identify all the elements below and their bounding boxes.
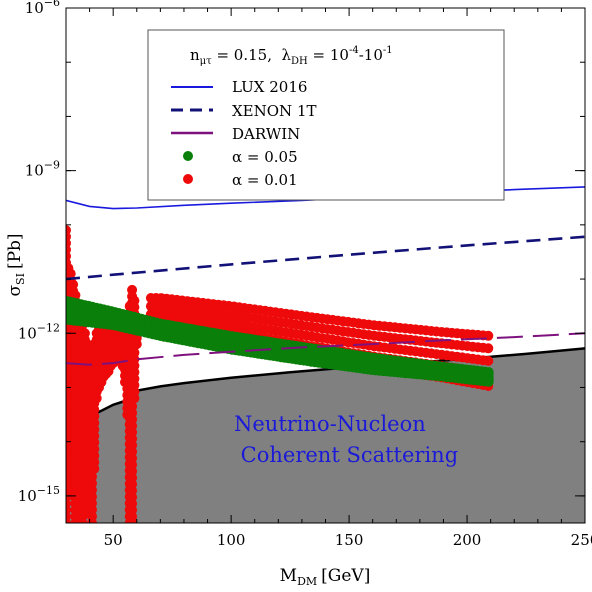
alpha-001-point [483, 343, 494, 354]
alpha-005-point [483, 376, 494, 387]
x-tick-label: 100 [217, 531, 246, 549]
neutrino-floor-label-line2: Coherent Scattering [234, 443, 458, 467]
neutrino-floor-label-line1: Neutrino-Nucleon [234, 412, 426, 436]
legend-marker-alpha-005 [183, 151, 193, 161]
legend-title: nμτ = 0.15, λDH = 10-4-10-1 [190, 45, 393, 67]
x-axis-label-main: M [280, 566, 297, 586]
y-axis-label-unit: [Pb] [5, 233, 25, 269]
x-tick-label: 150 [335, 531, 364, 549]
plot-area [66, 186, 585, 523]
legend-label-lux: LUX 2016 [232, 78, 307, 96]
legend-box [147, 29, 505, 201]
alpha-001-point [483, 355, 494, 366]
axis-ticks: 50 100 150 200 250 10−15 10−12 10−9 10−6 [18, 0, 592, 549]
alpha-001-point [66, 518, 71, 523]
x-tick-label: 50 [104, 531, 123, 549]
y-tick-label: 10−12 [18, 321, 60, 342]
neutrino-floor-region [66, 348, 585, 523]
alpha-001-point [77, 518, 88, 523]
alpha-001-point [89, 463, 100, 474]
legend-label-alpha-001: α = 0.01 [232, 171, 298, 189]
alpha-001-point [129, 393, 140, 404]
alpha-001-point [91, 393, 102, 404]
x-tick-label: 200 [453, 531, 482, 549]
y-axis-label: σSI [Pb] [5, 233, 27, 296]
x-axis-label-unit: [GeV] [321, 566, 370, 586]
limit-line-darwin [66, 332, 585, 366]
y-tick-label: 10−9 [25, 159, 60, 180]
limit-line-xenon-1t [66, 235, 585, 281]
legend: nμτ = 0.15, λDH = 10-4-10-1 LUX 2016 XEN… [147, 29, 505, 201]
legend-label-xenon: XENON 1T [232, 102, 317, 120]
legend-label-darwin: DARWIN [232, 125, 300, 143]
y-tick-label: 10−15 [18, 484, 60, 505]
y-tick-label: 10−6 [25, 0, 60, 17]
legend-marker-alpha-001 [183, 174, 193, 184]
x-axis-label-sub: DM [297, 575, 317, 588]
alpha-001-point [131, 339, 142, 350]
x-axis-label: MDM [GeV] [280, 566, 371, 588]
x-tick-label: 250 [571, 531, 592, 549]
y-axis-label-sub: SI [14, 273, 27, 285]
y-axis-label-main: σ [5, 285, 25, 297]
legend-label-alpha-005: α = 0.05 [232, 148, 298, 166]
alpha-001-point [127, 518, 138, 523]
